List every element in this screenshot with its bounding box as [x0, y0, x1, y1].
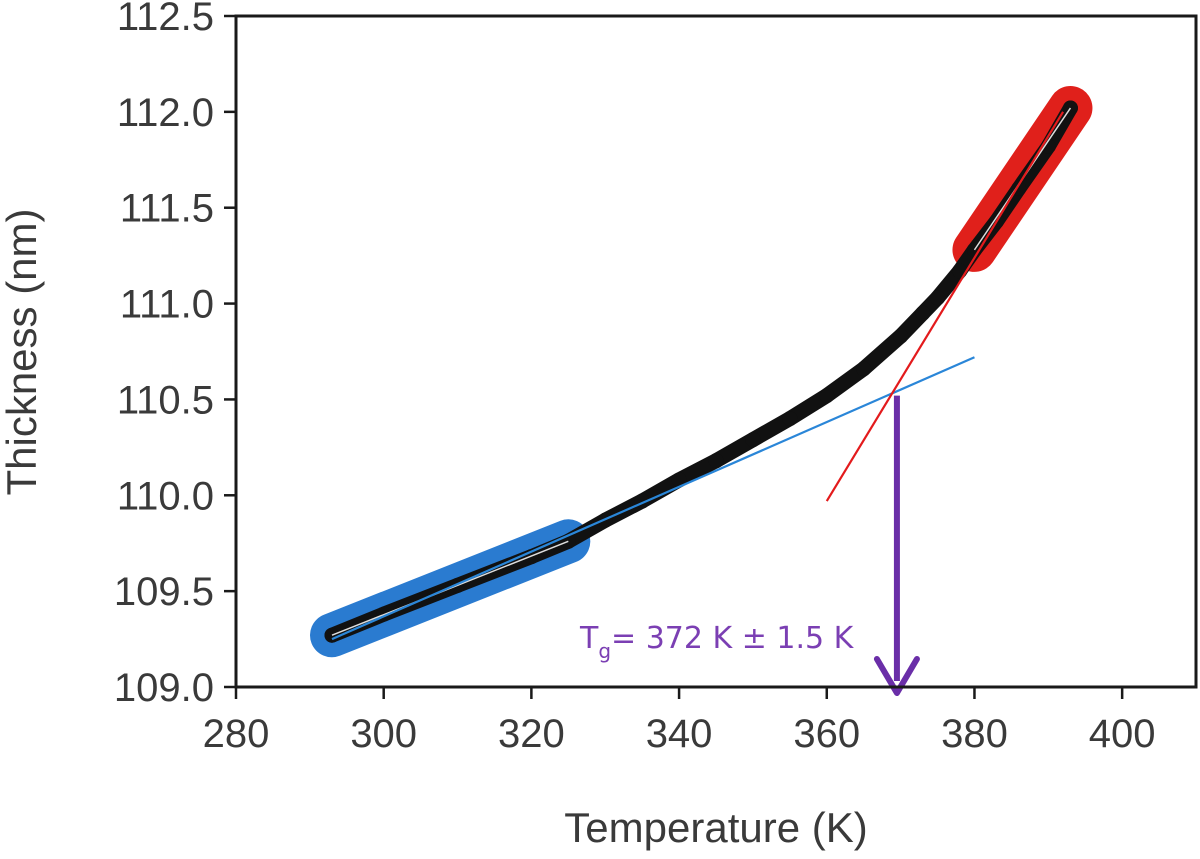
x-tick-label: 300 — [350, 712, 417, 756]
x-tick-label: 340 — [646, 712, 713, 756]
y-tick-label: 109.0 — [114, 666, 214, 710]
x-tick-label: 360 — [793, 712, 860, 756]
data-point — [856, 361, 872, 377]
data-point — [930, 290, 946, 306]
tg-annotation: Tg= 372 K ± 1.5 K — [579, 621, 855, 663]
data-point — [819, 388, 835, 404]
y-tick-label: 111.0 — [120, 283, 214, 327]
x-tick-label: 320 — [498, 712, 565, 756]
plot-frame — [234, 14, 1198, 689]
x-tick-label: 280 — [203, 712, 270, 756]
y-tick-label: 112.0 — [117, 91, 214, 135]
tg-marker-layer — [873, 395, 920, 696]
tg-arrow-head — [873, 656, 920, 696]
fit-line-1 — [331, 356, 975, 641]
fit-line-2 — [825, 111, 1065, 502]
y-tick-label: 111.5 — [120, 187, 214, 231]
data-point — [782, 411, 798, 427]
y-tick-label: 110.0 — [117, 474, 214, 518]
y-tick-label: 109.5 — [114, 570, 214, 614]
data-point — [915, 305, 931, 321]
data-point — [745, 432, 761, 448]
y-tick-label: 112.5 — [117, 0, 214, 39]
x-axis-title: Temperature (K) — [564, 804, 867, 851]
data-point — [671, 472, 687, 488]
tg-annotation-sub: g — [598, 639, 611, 663]
y-axis-title: Thickness (nm) — [0, 208, 45, 495]
data-point — [952, 263, 968, 279]
tg-annotation-main: T — [579, 621, 599, 656]
x-tick-label: 380 — [941, 712, 1008, 756]
data-point — [893, 328, 909, 344]
fit-layer — [331, 111, 1065, 641]
axes-layer: 280 300 320 340 360 380 400 109.0 109.5 110.0 110.… — [114, 0, 1198, 756]
data-point — [708, 453, 724, 469]
x-tick-label: 400 — [1089, 712, 1156, 756]
tg-annotation-rest: = 372 K ± 1.5 K — [611, 621, 855, 656]
y-tick-label: 110.5 — [117, 378, 214, 422]
